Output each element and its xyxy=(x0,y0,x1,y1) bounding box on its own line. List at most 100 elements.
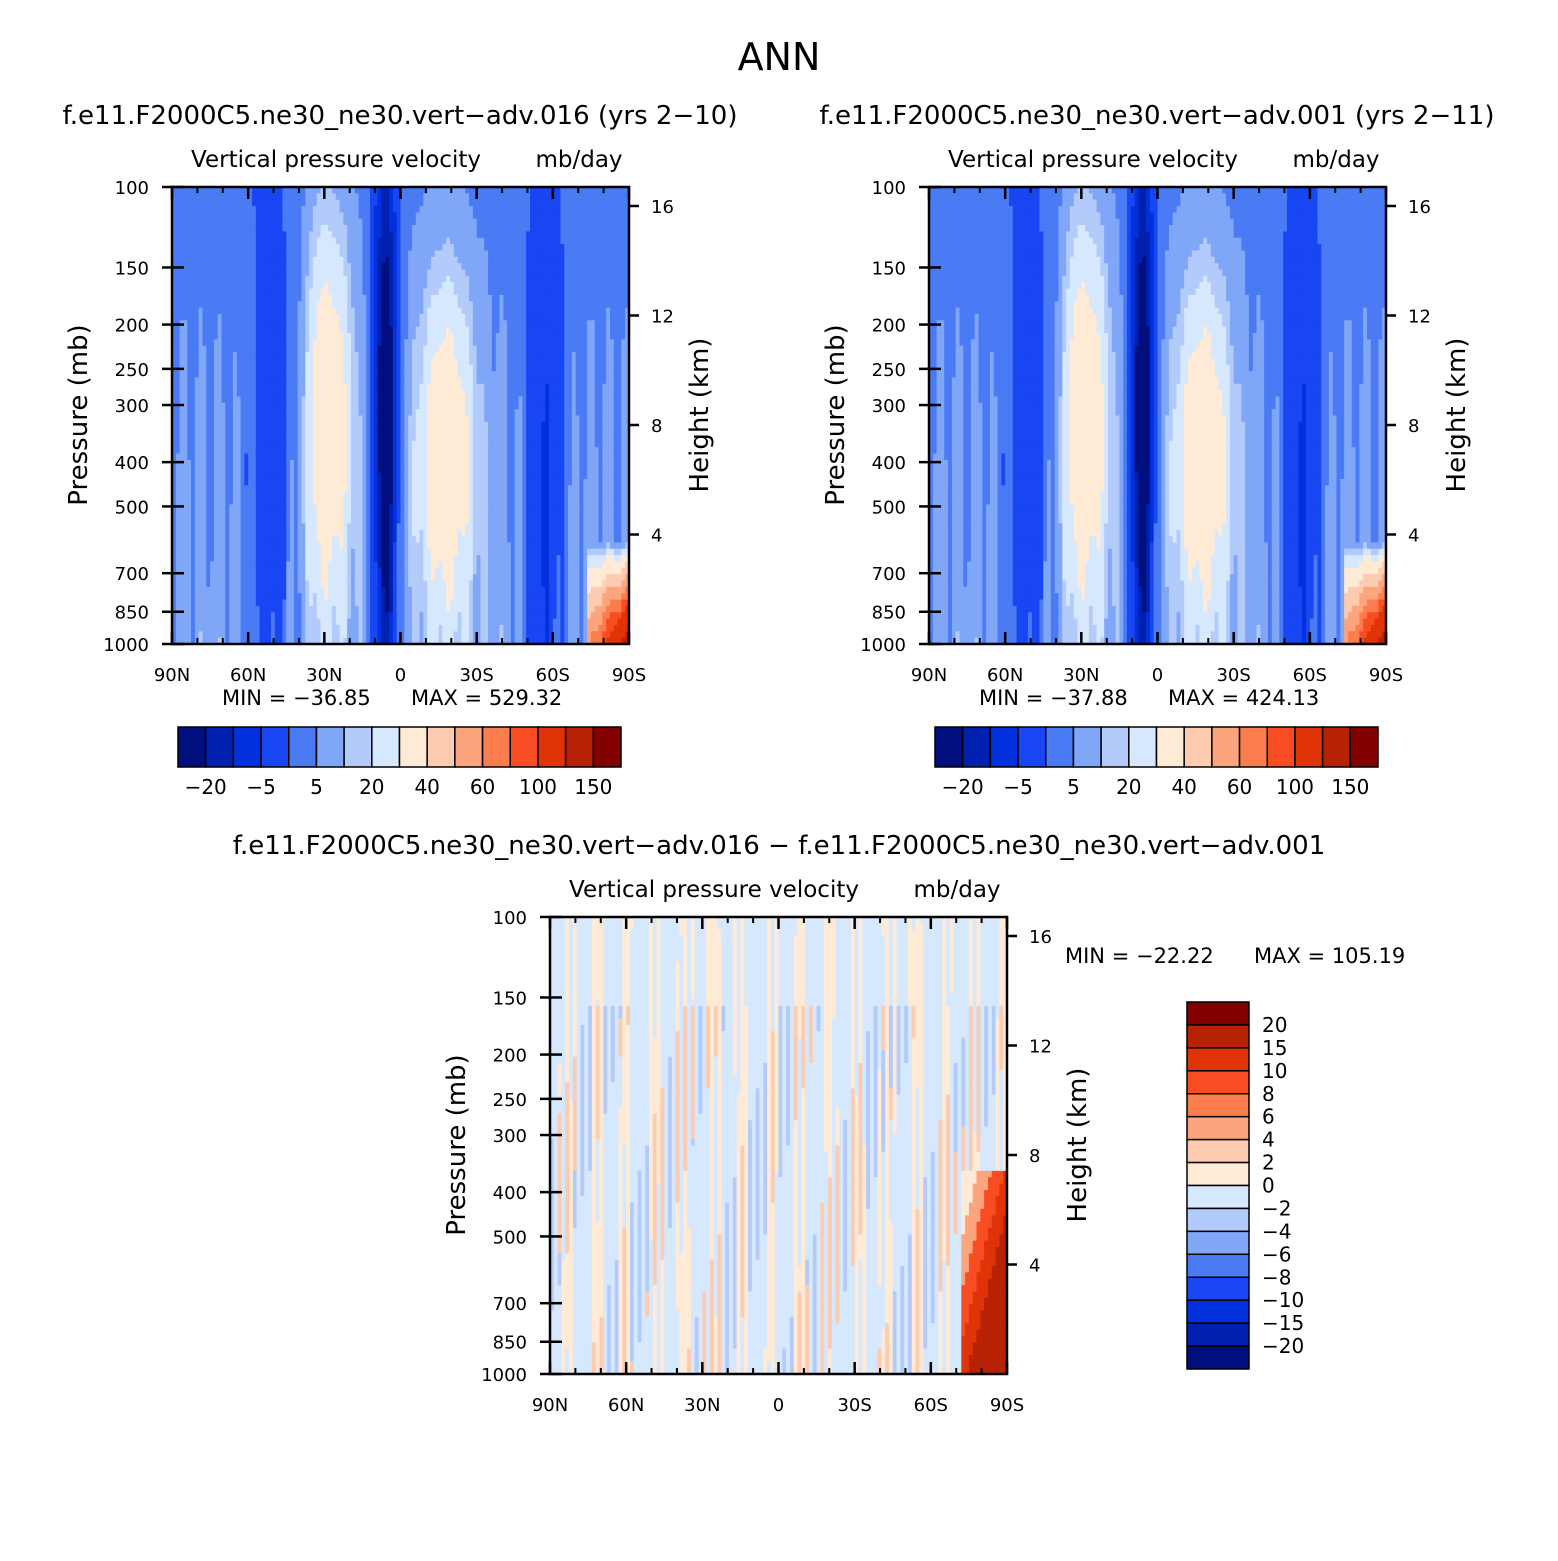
field-cell xyxy=(583,244,588,252)
field-cell xyxy=(362,263,367,271)
field-cell xyxy=(503,402,508,410)
field-cell xyxy=(400,364,405,372)
field-cell xyxy=(229,193,234,201)
field-cell xyxy=(240,421,245,429)
field-cell xyxy=(450,212,455,220)
field-cell xyxy=(244,447,249,455)
field-cell xyxy=(320,364,325,372)
field-cell xyxy=(305,383,310,391)
field-cell xyxy=(457,352,463,359)
field-cell xyxy=(430,352,436,359)
field-cell xyxy=(183,383,188,391)
field-cell xyxy=(529,421,535,429)
field-cell xyxy=(198,193,204,201)
field-cell xyxy=(206,415,211,423)
field-cell xyxy=(305,307,310,315)
field-cell xyxy=(278,225,284,233)
field-cell xyxy=(564,263,569,271)
field-cell xyxy=(232,237,238,245)
field-cell xyxy=(236,231,242,239)
field-cell xyxy=(229,332,234,340)
field-cell xyxy=(370,332,375,340)
field-cell xyxy=(309,269,314,277)
field-cell xyxy=(232,434,238,442)
field-cell xyxy=(457,256,463,264)
field-cell xyxy=(328,269,333,277)
field-cell xyxy=(472,187,478,194)
field-cell xyxy=(377,282,383,290)
field-cell xyxy=(510,256,516,264)
field-cell xyxy=(358,415,364,423)
field-cell xyxy=(232,415,238,423)
field-cell xyxy=(286,434,291,442)
field-cell xyxy=(541,250,546,258)
field-cell xyxy=(309,434,314,442)
field-cell xyxy=(362,345,367,353)
field-cell xyxy=(248,193,253,201)
field-cell xyxy=(354,218,360,226)
field-cell xyxy=(423,313,428,321)
field-cell xyxy=(442,193,447,201)
field-cell xyxy=(461,326,466,334)
field-cell xyxy=(545,345,550,353)
field-cell xyxy=(529,307,535,315)
field-cell xyxy=(366,428,371,436)
field-cell xyxy=(579,307,584,315)
field-cell xyxy=(499,396,504,404)
field-cell xyxy=(251,193,257,201)
field-cell xyxy=(484,415,489,423)
field-cell xyxy=(590,415,596,423)
field-cell xyxy=(446,269,451,277)
field-cell xyxy=(404,440,409,448)
field-cell xyxy=(240,275,245,283)
field-cell xyxy=(297,275,303,283)
field-cell xyxy=(358,301,364,309)
field-cell xyxy=(587,377,592,385)
field-cell xyxy=(267,409,272,417)
field-cell xyxy=(358,345,364,353)
field-cell xyxy=(274,428,280,436)
field-cell xyxy=(442,250,447,258)
field-cell xyxy=(316,212,322,220)
field-cell xyxy=(271,263,276,271)
field-cell xyxy=(343,332,348,340)
field-cell xyxy=(598,187,603,194)
field-cell xyxy=(278,326,284,334)
field-cell xyxy=(389,440,394,448)
field-cell xyxy=(415,415,421,423)
field-cell xyxy=(301,358,306,366)
field-cell xyxy=(606,294,611,302)
field-cell xyxy=(350,231,356,239)
field-cell xyxy=(427,320,432,328)
field-cell xyxy=(263,288,268,296)
field-cell xyxy=(217,434,223,442)
field-cell xyxy=(305,371,310,379)
field-cell xyxy=(457,237,463,245)
field-cell xyxy=(389,345,394,353)
field-cell xyxy=(594,250,600,258)
field-cell xyxy=(202,402,207,410)
field-cell xyxy=(491,231,497,239)
field-cell xyxy=(590,212,596,220)
field-cell xyxy=(579,352,584,359)
field-cell xyxy=(430,244,436,252)
field-cell xyxy=(556,225,562,233)
field-cell xyxy=(354,352,360,359)
field-cell xyxy=(198,409,204,417)
field-cell xyxy=(400,377,405,385)
field-cell xyxy=(438,352,443,359)
field-cell xyxy=(221,256,226,264)
field-cell xyxy=(366,358,371,366)
field-cell xyxy=(221,396,226,404)
field-cell xyxy=(549,301,554,309)
field-cell xyxy=(415,269,421,277)
field-cell xyxy=(499,307,504,315)
field-cell xyxy=(172,250,177,258)
field-cell xyxy=(495,212,501,220)
field-cell xyxy=(537,212,543,220)
field-cell xyxy=(206,390,211,398)
field-cell xyxy=(229,250,234,258)
field-cell xyxy=(179,206,185,213)
field-cell xyxy=(309,364,314,372)
field-cell xyxy=(430,294,436,302)
